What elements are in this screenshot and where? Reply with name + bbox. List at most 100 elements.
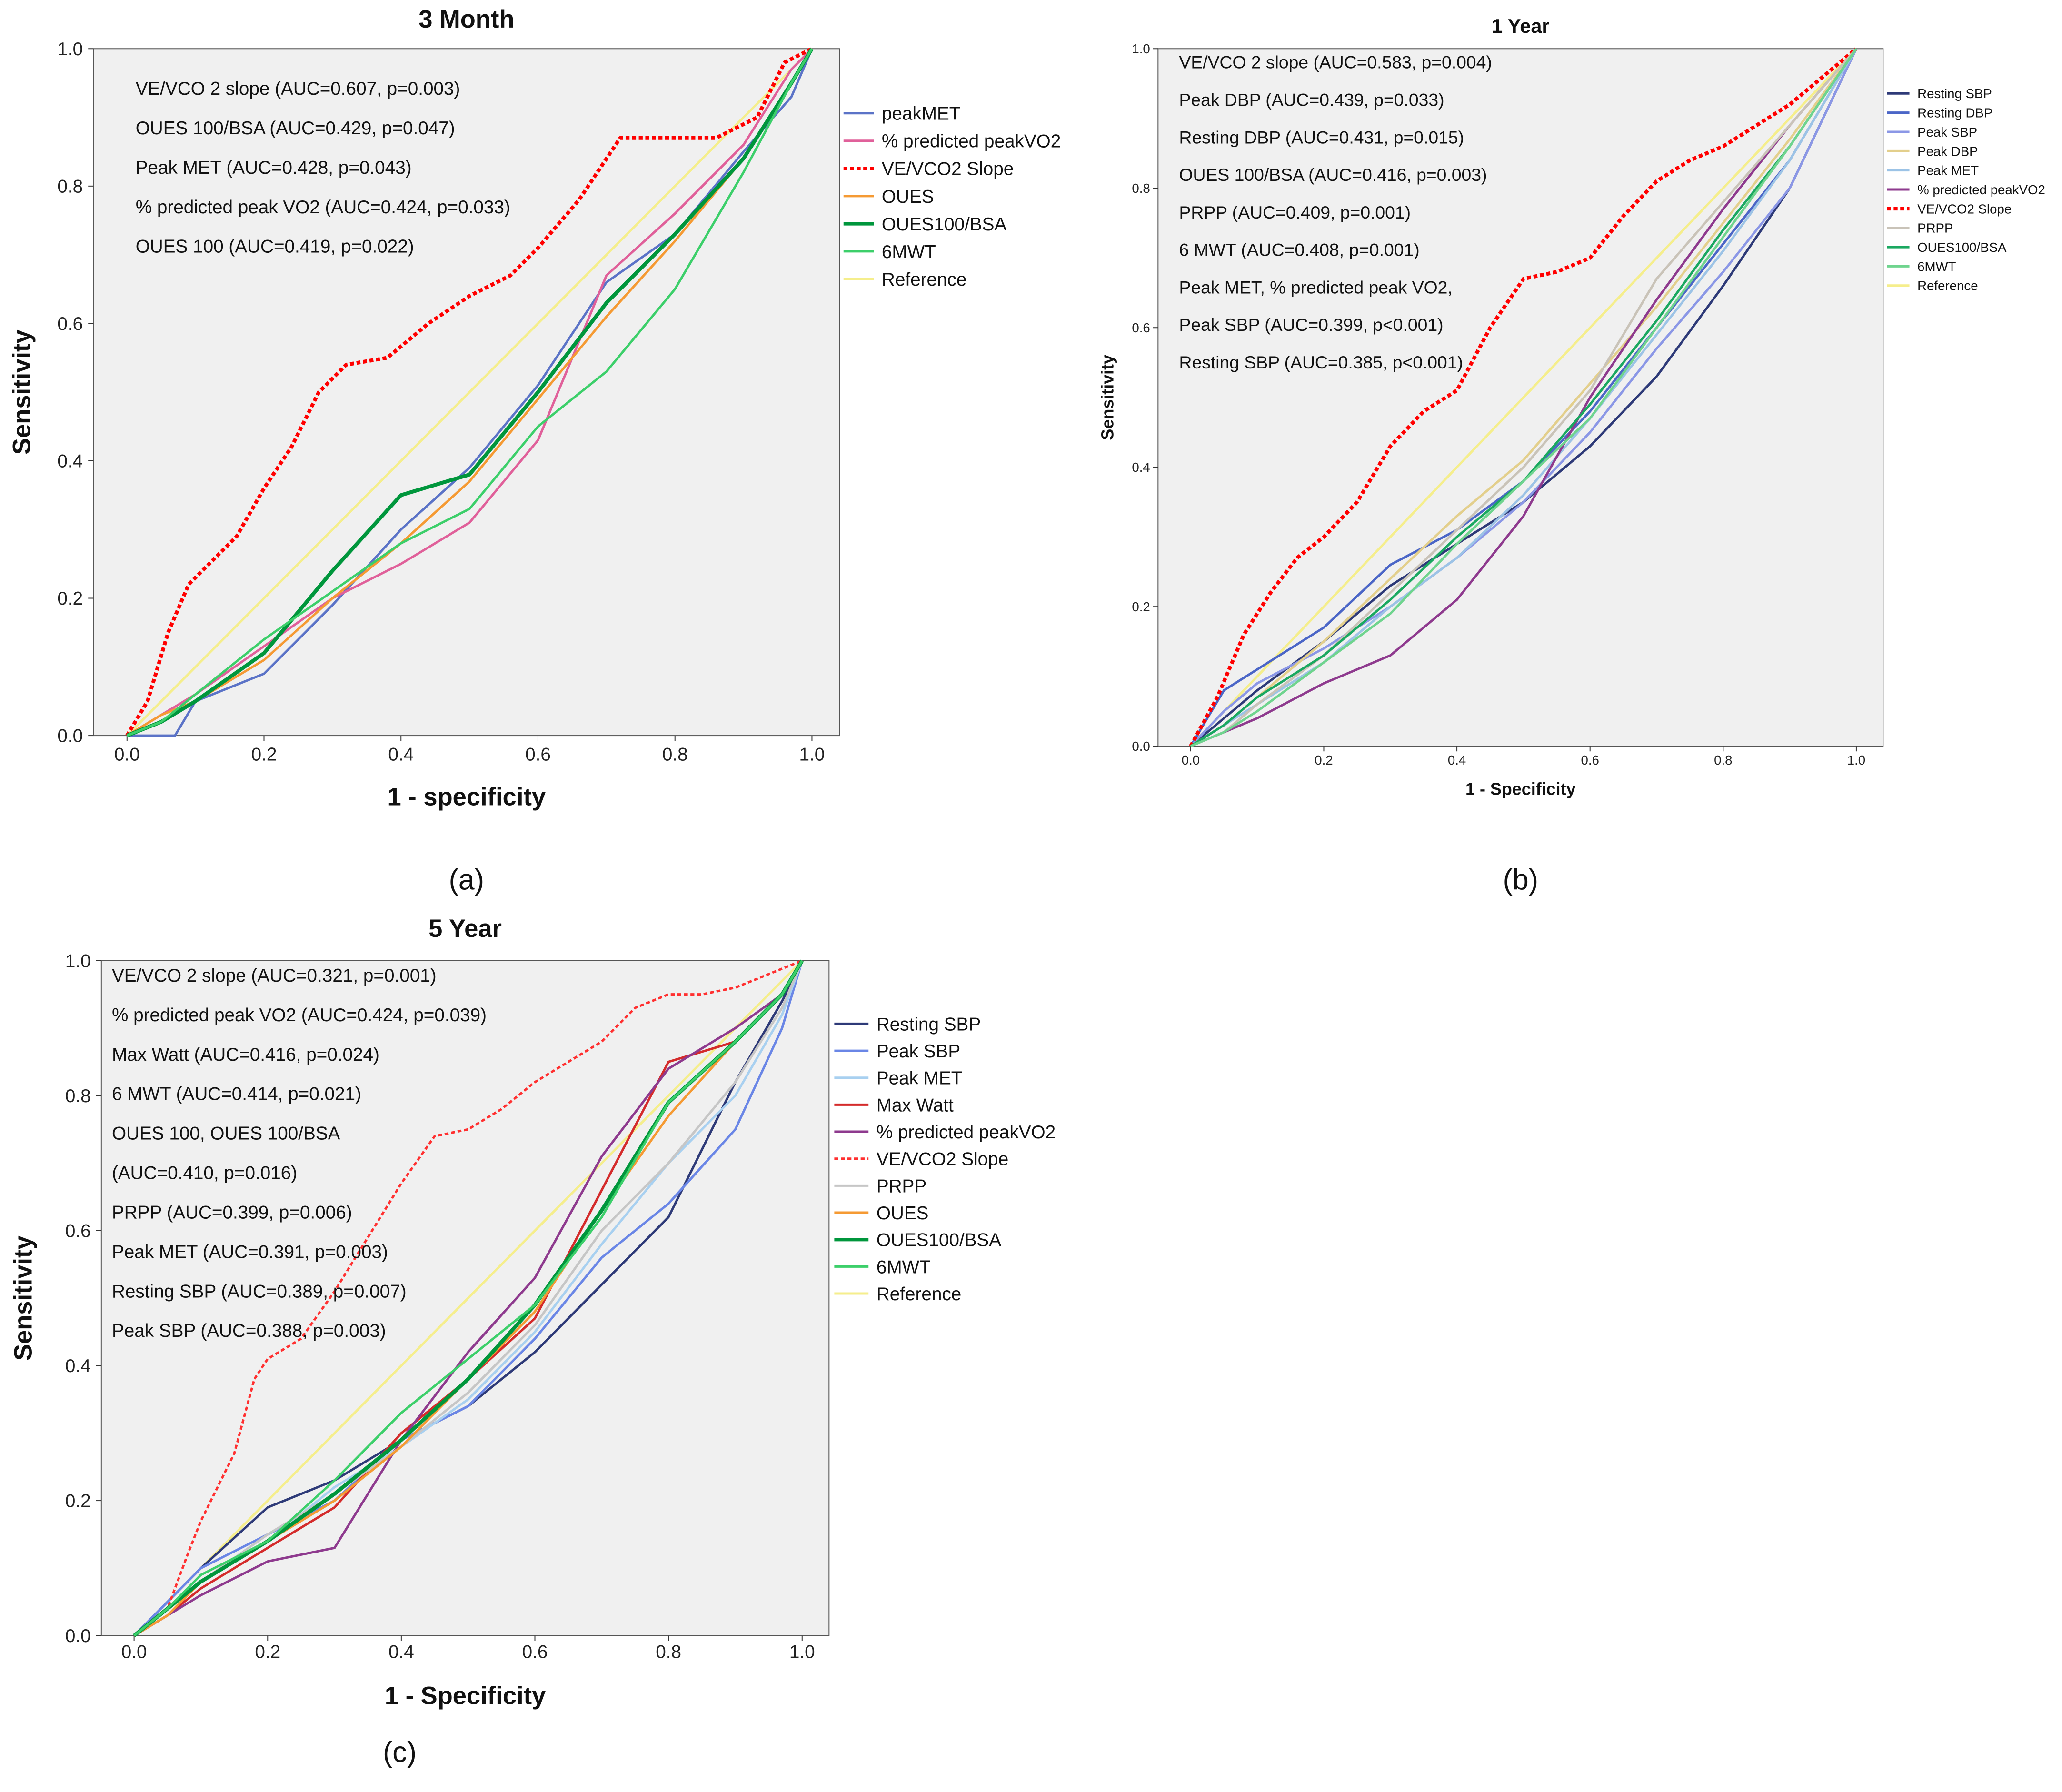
x-tick-label: 0.8 bbox=[662, 745, 688, 765]
auc-annotation: VE/VCO 2 slope (AUC=0.583, p=0.004) bbox=[1179, 52, 1492, 72]
legend-label-oues: OUES bbox=[877, 1203, 929, 1224]
legend-label-6mwt: 6MWT bbox=[882, 242, 936, 262]
auc-annotation: Resting DBP (AUC=0.431, p=0.015) bbox=[1179, 127, 1464, 147]
auc-annotation: Resting SBP (AUC=0.385, p<0.001) bbox=[1179, 352, 1463, 372]
series-line-peak-sbp bbox=[1190, 48, 1858, 747]
legend-label-resting-dbp: Resting DBP bbox=[1917, 106, 1992, 120]
x-tick-label: 1.0 bbox=[789, 1642, 815, 1663]
y-tick-label: 0.4 bbox=[1132, 460, 1150, 475]
x-tick-label: 0.6 bbox=[522, 1642, 548, 1663]
x-tick-label: 0.6 bbox=[1581, 753, 1599, 767]
legend-label-reference: Reference bbox=[1917, 279, 1978, 293]
panel-label: (c) bbox=[383, 1736, 417, 1768]
legend-label-ve-vco2-slope: VE/VCO2 Slope bbox=[877, 1149, 1008, 1170]
y-tick-label: 1.0 bbox=[1132, 41, 1150, 56]
legend-label-peak-met: Peak MET bbox=[1917, 163, 1979, 178]
legend-label-peak-dbp: Peak DBP bbox=[1917, 144, 1978, 159]
legend-label-oues100-bsa: OUES100/BSA bbox=[882, 214, 1007, 235]
legend-label-ve-vco2-slope: VE/VCO2 Slope bbox=[1917, 201, 2012, 216]
legend-label-max-watt: Max Watt bbox=[877, 1095, 954, 1115]
series-line-ve-vco2-slope bbox=[133, 959, 803, 1637]
legend-label-oues100-bsa: OUES100/BSA bbox=[877, 1230, 1002, 1251]
y-axis-label: Sensitivity bbox=[9, 1235, 37, 1361]
series-line-reference bbox=[126, 48, 813, 737]
auc-annotation: Resting SBP (AUC=0.389, p=0.007) bbox=[112, 1281, 407, 1302]
y-tick-label: 0.8 bbox=[1132, 181, 1150, 196]
legend: Resting SBP Peak SBP Peak MET Max Watt % pre… bbox=[834, 1014, 1056, 1304]
auc-annotation: % predicted peak VO2 (AUC=0.424, p=0.039… bbox=[112, 1005, 487, 1025]
legend-label-reference: Reference bbox=[877, 1284, 962, 1304]
x-tick-label: 0.4 bbox=[1448, 753, 1466, 767]
series-line-oues100-bsa bbox=[126, 48, 814, 737]
x-tick-label: 0.2 bbox=[1315, 753, 1333, 767]
legend-label-6mwt: 6MWT bbox=[1917, 259, 1956, 274]
series-line-predicted-peakvo2 bbox=[1190, 48, 1857, 747]
legend-label-resting-sbp: Resting SBP bbox=[1917, 86, 1992, 101]
x-tick-label: 0.0 bbox=[1182, 753, 1200, 767]
series-line-predicted-peakvo2 bbox=[133, 960, 803, 1637]
y-tick-label: 0.0 bbox=[1132, 739, 1150, 754]
legend-label-resting-sbp: Resting SBP bbox=[877, 1014, 981, 1035]
auc-annotation: Peak MET (AUC=0.391, p=0.003) bbox=[112, 1242, 388, 1262]
x-tick-label: 0.0 bbox=[121, 1642, 147, 1663]
y-tick-label: 0.8 bbox=[65, 1086, 91, 1106]
auc-annotation: VE/VCO 2 slope (AUC=0.607, p=0.003) bbox=[136, 79, 460, 99]
legend-label-ve-vco2-slope: VE/VCO2 Slope bbox=[882, 159, 1014, 179]
series-line-6mwt bbox=[126, 48, 813, 737]
legend-label-predicted-peakvo2: % predicted peakVO2 bbox=[877, 1122, 1056, 1143]
auc-annotation: OUES 100 (AUC=0.419, p=0.022) bbox=[136, 237, 414, 257]
series-line-reference bbox=[133, 959, 803, 1637]
x-tick-label: 0.2 bbox=[251, 745, 277, 765]
x-tick-label: 0.2 bbox=[255, 1642, 280, 1663]
auc-annotation: PRPP (AUC=0.409, p=0.001) bbox=[1179, 202, 1411, 222]
y-tick-label: 0.2 bbox=[65, 1491, 91, 1512]
auc-annotation: OUES 100, OUES 100/BSA bbox=[112, 1124, 340, 1144]
y-tick-label: 0.2 bbox=[57, 588, 83, 609]
y-tick-label: 0.0 bbox=[57, 726, 83, 747]
y-axis-label: Sensitivity bbox=[1097, 355, 1117, 440]
legend-label-prpp: PRPP bbox=[1917, 221, 1953, 236]
legend-label-peak-met: Peak MET bbox=[877, 1068, 963, 1089]
series-line-ve-vco2-slope bbox=[125, 47, 813, 737]
chart-title: 3 Month bbox=[418, 5, 514, 33]
series-line-6mwt bbox=[133, 960, 803, 1637]
legend-label-peak-sbp: Peak SBP bbox=[1917, 125, 1977, 139]
y-tick-label: 0.4 bbox=[65, 1356, 91, 1376]
panel-5-year: 5 Year 0.0 0.0 0.2 0.2 0.4 0.4 0.6 0.6 0.8 0.8 1.0 1… bbox=[9, 915, 1056, 1768]
legend-label-predicted-peakvo2: % predicted peakVO2 bbox=[882, 131, 1061, 152]
legend-label-oues: OUES bbox=[882, 187, 934, 207]
auc-annotation: OUES 100/BSA (AUC=0.429, p=0.047) bbox=[136, 118, 455, 139]
x-tick-label: 0.0 bbox=[114, 745, 140, 765]
legend-label-reference: Reference bbox=[882, 269, 967, 290]
auc-annotation: (AUC=0.410, p=0.016) bbox=[112, 1163, 297, 1184]
legend: peakMET % predicted peakVO2 VE/VCO2 Slope O… bbox=[843, 104, 1061, 290]
auc-annotation: Peak SBP (AUC=0.388, p=0.003) bbox=[112, 1321, 386, 1341]
legend-label-prpp: PRPP bbox=[877, 1176, 926, 1196]
y-tick-label: 0.6 bbox=[1132, 320, 1150, 335]
x-tick-label: 0.4 bbox=[388, 1642, 414, 1663]
legend-label-peak-sbp: Peak SBP bbox=[877, 1041, 960, 1062]
y-axis-label: Sensitivity bbox=[8, 329, 36, 455]
auc-annotation: OUES 100/BSA (AUC=0.416, p=0.003) bbox=[1179, 165, 1487, 185]
chart-title: 1 Year bbox=[1492, 15, 1549, 37]
auc-annotation: Peak DBP (AUC=0.439, p=0.033) bbox=[1179, 90, 1444, 110]
plot-area bbox=[93, 48, 840, 737]
auc-annotation: Max Watt (AUC=0.416, p=0.024) bbox=[112, 1045, 379, 1065]
auc-annotation: Peak SBP (AUC=0.399, p<0.001) bbox=[1179, 315, 1444, 335]
y-tick-label: 0.6 bbox=[65, 1221, 91, 1241]
x-tick-label: 1.0 bbox=[1847, 753, 1865, 767]
auc-annotation: Peak MET (AUC=0.428, p=0.043) bbox=[136, 158, 412, 178]
series-line-prpp bbox=[1190, 48, 1857, 747]
y-tick-label: 0.0 bbox=[65, 1626, 91, 1646]
y-tick-label: 0.4 bbox=[57, 451, 83, 471]
legend-label-predicted-peakvo2: % predicted peakVO2 bbox=[1917, 182, 2045, 197]
auc-annotation: 6 MWT (AUC=0.408, p=0.001) bbox=[1179, 240, 1420, 260]
auc-annotation: VE/VCO 2 slope (AUC=0.321, p=0.001) bbox=[112, 966, 437, 986]
legend-label-oues100-bsa: OUES100/BSA bbox=[1917, 240, 2007, 255]
series-line-resting-sbp bbox=[1190, 48, 1858, 747]
series-line-peak-sbp bbox=[133, 960, 804, 1637]
x-tick-label: 0.6 bbox=[525, 745, 551, 765]
series-line-oues100-bsa bbox=[1190, 48, 1857, 747]
x-axis-label: 1 - specificity bbox=[388, 783, 546, 811]
